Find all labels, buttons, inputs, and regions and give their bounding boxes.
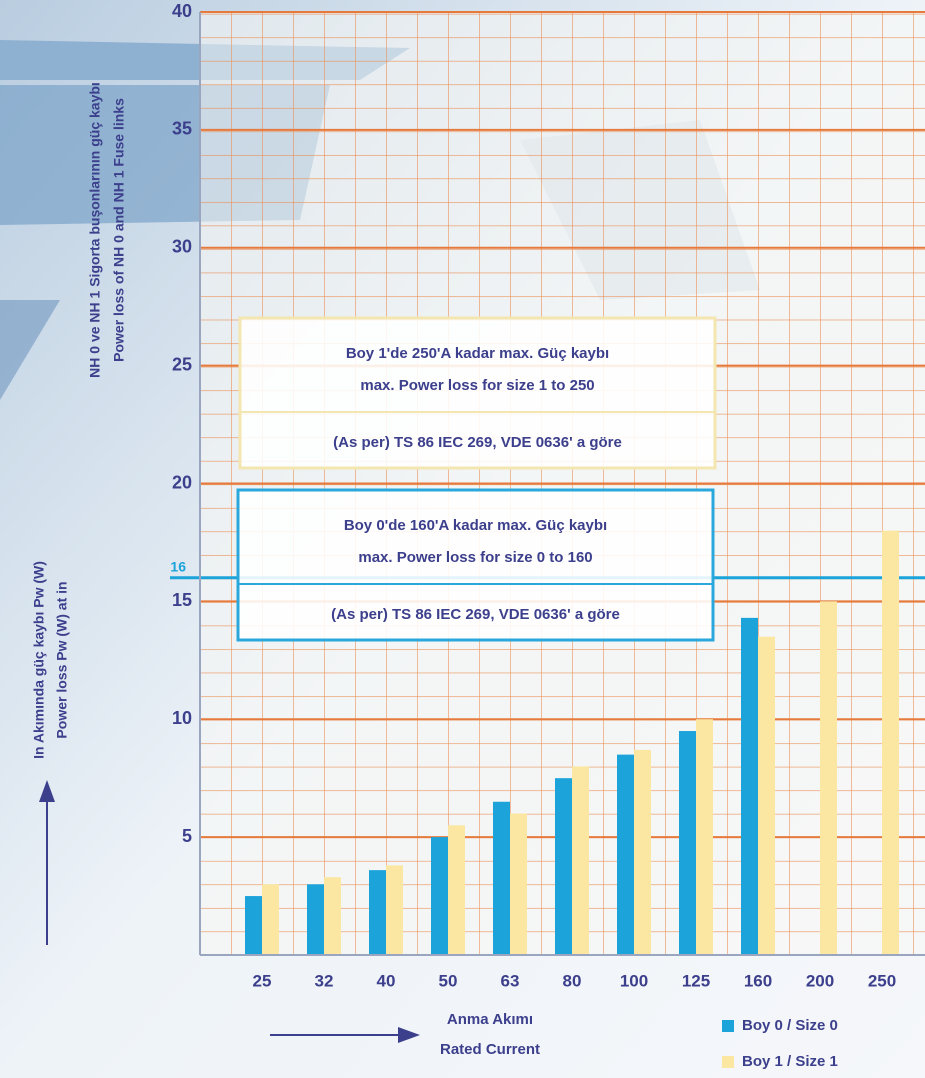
bar: [369, 870, 386, 955]
annotation-text: Boy 0'de 160'A kadar max. Güç kaybı: [344, 517, 607, 534]
bar: [493, 801, 510, 955]
annotations: Boy 1'de 250'A kadar max. Güç kaybı max. …: [236, 316, 717, 642]
legend-label: Boy 1 / Size 1: [742, 1053, 838, 1070]
reference-label: 16: [170, 559, 186, 575]
bar: [245, 896, 262, 955]
bar: [820, 601, 837, 955]
legend-swatch: [722, 1020, 734, 1032]
annotation-text: max. Power loss for size 1 to 250: [360, 377, 594, 394]
x-label: Rated Current: [440, 1041, 540, 1058]
y-title: NH 0 ve NH 1 Sigorta buşonlarının güç ka…: [87, 82, 103, 378]
annotation-box: [238, 316, 717, 470]
x-tick-label: 160: [744, 971, 772, 990]
x-label: Anma Akımı: [447, 1011, 533, 1028]
annotation-text: Boy 1'de 250'A kadar max. Güç kaybı: [346, 345, 609, 362]
bar: [617, 754, 634, 955]
y-tick-label: 35: [172, 119, 192, 139]
y-title: Power loss of NH 0 and NH 1 Fuse links: [111, 98, 127, 362]
x-tick-label: 40: [377, 971, 396, 990]
bar: [510, 813, 527, 955]
y-arrowhead: [39, 780, 55, 802]
legend-label: Boy 0 / Size 0: [742, 1017, 838, 1034]
bar: [572, 766, 589, 955]
bar: [262, 884, 279, 955]
x-tick-label: 50: [439, 971, 458, 990]
decor: [0, 300, 60, 400]
bar: [634, 749, 651, 955]
bar: [431, 837, 448, 955]
y-tick-label: 15: [172, 590, 192, 610]
annotation-text: (As per) TS 86 IEC 269, VDE 0636' a göre: [333, 434, 622, 451]
annotation-text: max. Power loss for size 0 to 160: [358, 549, 592, 566]
annotation-text: (As per) TS 86 IEC 269, VDE 0636' a göre: [331, 606, 620, 623]
x-tick-label: 63: [501, 971, 520, 990]
legend-swatch: [722, 1056, 734, 1068]
x-tick-label: 32: [315, 971, 334, 990]
y-tick-label: 20: [172, 472, 192, 492]
x-tick-label: 200: [806, 971, 834, 990]
x-tick-label: 25: [253, 971, 272, 990]
y-tick-label: 25: [172, 354, 192, 374]
legend: Boy 0 / Size 0 Boy 1 / Size 1: [722, 1017, 838, 1070]
bar: [696, 719, 713, 955]
bar: [386, 865, 403, 955]
y-label: In Akımında güç kaybı Pw (W): [31, 561, 47, 759]
x-arrowhead: [398, 1027, 420, 1043]
x-tick-label: 250: [868, 971, 896, 990]
bar: [679, 731, 696, 955]
x-tick-label: 80: [563, 971, 582, 990]
bar: [758, 636, 775, 955]
y-label: Power loss Pw (W) at in: [54, 581, 70, 738]
bars: [245, 530, 899, 955]
bar: [882, 530, 899, 955]
bar: [448, 825, 465, 955]
y-tick-label: 10: [172, 708, 192, 728]
y-tick-label: 40: [172, 1, 192, 21]
x-tick-label: 125: [682, 971, 710, 990]
annotation-box: [236, 488, 715, 642]
y-tick-label: 5: [182, 826, 192, 846]
bar: [324, 877, 341, 955]
bar: [555, 778, 572, 955]
x-tick-label: 100: [620, 971, 648, 990]
y-tick-label: 30: [172, 237, 192, 257]
bar: [741, 617, 758, 955]
bar: [307, 884, 324, 955]
